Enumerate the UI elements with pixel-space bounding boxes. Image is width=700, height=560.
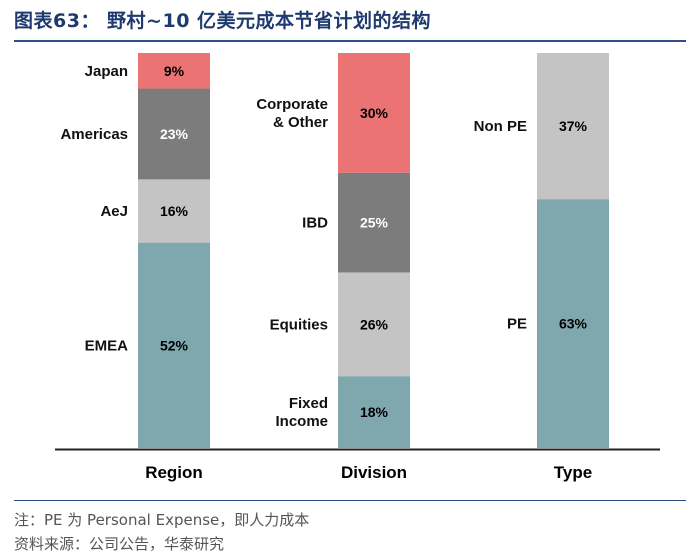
bar-segment-division-ibd: [338, 172, 410, 273]
segment-name-division-fixed-income: Fixed Income: [275, 395, 328, 430]
data-label-type-pe: 63%: [559, 316, 588, 332]
category-label-type: Type: [554, 463, 592, 482]
bar-segment-division-fixed-income: [338, 376, 410, 448]
data-label-region-emea: 52%: [160, 337, 189, 353]
segment-name-region-americas: Americas: [60, 126, 128, 143]
segment-name-region-aej: AeJ: [100, 203, 128, 220]
data-label-region-aej: 16%: [160, 203, 189, 219]
note-text: 注：PE 为 Personal Expense，即人力成本: [14, 511, 310, 529]
segment-name-division-corporate-other: Corporate & Other: [256, 96, 328, 131]
category-label-region: Region: [145, 463, 203, 482]
segment-name-division-ibd: IBD: [302, 215, 328, 232]
data-label-region-americas: 23%: [160, 126, 189, 142]
bar-segment-type-pe: [537, 199, 609, 448]
category-label-division: Division: [341, 463, 407, 482]
title-rule: [14, 40, 686, 42]
bar-segment-region-emea: [138, 242, 210, 448]
data-label-division-equities: 26%: [360, 316, 389, 332]
bar-segment-type-non-pe: [537, 53, 609, 200]
segment-name-region-japan: Japan: [85, 63, 128, 80]
data-label-division-corporate-other: 30%: [360, 105, 389, 121]
chart-title: 图表63： 野村~10 亿美元成本节省计划的结构: [14, 10, 432, 32]
data-label-division-ibd: 25%: [360, 215, 389, 231]
bar-segment-region-americas: [138, 88, 210, 180]
segment-name-division-equities: Equities: [270, 316, 328, 333]
bar-segment-region-japan: [138, 53, 210, 89]
segment-name-region-emea: EMEA: [85, 337, 129, 354]
data-label-division-fixed-income: 18%: [360, 404, 389, 420]
bar-segment-region-aej: [138, 179, 210, 243]
source-text: 资料来源：公司公告，华泰研究: [14, 535, 225, 553]
segment-name-type-pe: PE: [507, 316, 527, 333]
bar-segment-division-corporate-other: [338, 53, 410, 173]
bar-segment-division-equities: [338, 272, 410, 377]
data-label-type-non-pe: 37%: [559, 118, 588, 134]
data-label-region-japan: 9%: [164, 63, 185, 79]
segment-name-type-non-pe: Non PE: [474, 118, 527, 135]
stacked-bar-chart: 52% EMEA 16% AeJ 23% Americas 9% Japan 18% Fixed I…: [55, 53, 660, 482]
notes-rule: [14, 500, 686, 501]
